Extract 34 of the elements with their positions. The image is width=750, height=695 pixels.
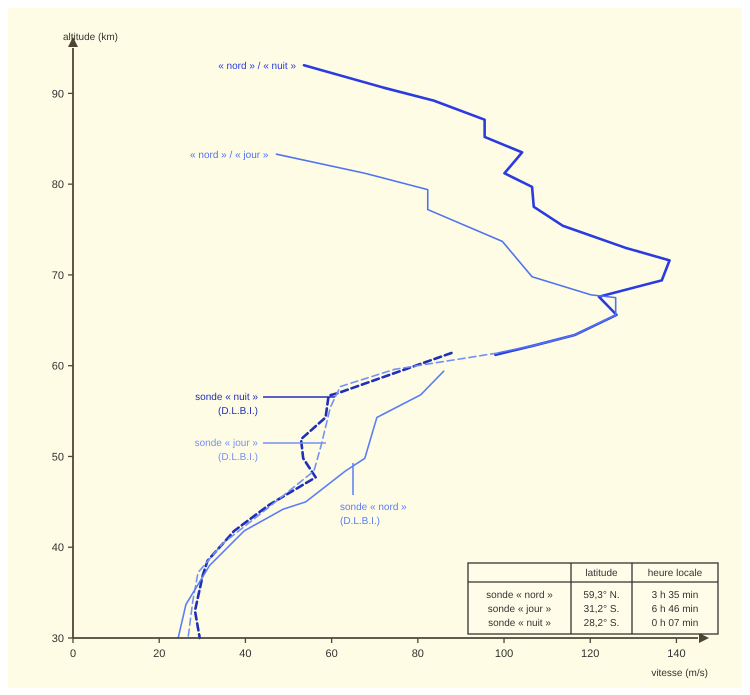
x-tick-label: 40 — [239, 648, 252, 660]
y-tick-label: 50 — [52, 451, 64, 464]
y-tick-label: 80 — [52, 179, 64, 192]
annotation: 0 h 07 min — [652, 618, 698, 629]
x-tick-label: 20 — [153, 648, 166, 660]
x-tick-label: 120 — [581, 648, 600, 660]
annotation: sonde « nord » — [486, 590, 554, 601]
y-axis-title: altitude (km) — [63, 32, 118, 43]
annotation: heure locale — [648, 568, 703, 579]
y-tick-label: 60 — [52, 360, 64, 373]
text: sonde « nord » (D.L.B.I.) — [340, 502, 408, 527]
x-tick-label: 140 — [667, 648, 686, 660]
line-series — [276, 153, 616, 354]
x-tick-label: 60 — [325, 648, 338, 660]
annotation: 28,2° S. — [584, 618, 620, 629]
y-tick-label: 70 — [52, 270, 64, 282]
annotation: latitude — [585, 568, 618, 579]
series-label: « nord » / « jour » — [190, 150, 269, 162]
y-tick-label: 30 — [52, 633, 64, 645]
annotation: 59,3° N. — [583, 590, 620, 601]
text: sonde « nuit » (D.L.B.I.) — [195, 392, 258, 417]
text: sonde « jour » (D.L.B.I.) — [194, 438, 258, 463]
x-tick-label: 100 — [494, 648, 514, 660]
series-label: « nord » / « nuit » — [218, 61, 296, 72]
x-tick-label: 0 — [70, 648, 76, 660]
annotation: 3 h 35 min — [652, 590, 698, 601]
y-tick-label: 90 — [52, 88, 64, 100]
annotation: sonde « jour » — [488, 604, 552, 615]
y-tick-label: 40 — [52, 542, 64, 554]
annotation: 31,2° S. — [584, 604, 620, 615]
x-tick-label: 80 — [412, 648, 424, 660]
annotation: sonde « nuit » — [488, 618, 552, 629]
x-axis-title: vitesse (m/s) — [651, 668, 708, 679]
annotation: 6 h 46 min — [652, 604, 698, 615]
